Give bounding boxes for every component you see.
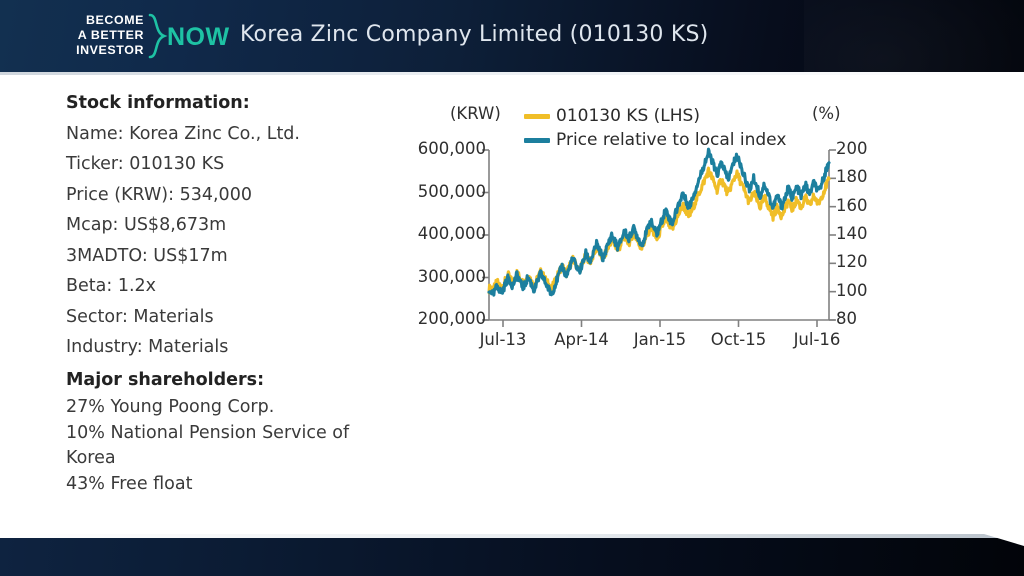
price-chart: (KRW) (%) 010130 KS (LHS) Price relative… (386, 96, 906, 364)
slide-footer: Sources: A. Stotz Investment Research, B… (0, 538, 1024, 576)
stock-info-ticker: Ticker: 010130 KS (66, 154, 225, 174)
shareholder-item: 43% Free float (66, 473, 193, 494)
header-divider (0, 72, 1024, 75)
shareholder-item: 27% Young Poong Corp. (66, 397, 275, 417)
legend-swatch-icon (524, 113, 550, 119)
left-axis-tick-label: 600,000 (417, 139, 486, 158)
shareholder-item: 10% National Pension Service of Korea (66, 422, 350, 469)
stock-info-heading: Stock information: (66, 93, 250, 113)
chart-plot-area: 200,000 300,000 400,000 500,000 600,000 80 10… (386, 139, 906, 364)
brand-logo: BECOME A BETTER INVESTOR NOW (26, 11, 229, 61)
left-axis-tick-label: 400,000 (417, 224, 486, 243)
stock-info-3madto: 3MADTO: US$17m (66, 245, 228, 266)
x-axis-tick-label: Jul-16 (793, 330, 841, 349)
left-axis-tick-label: 300,000 (417, 266, 486, 286)
right-axis-tick-label: 120 (836, 252, 868, 272)
stock-info-price: Price (KRW): 534,000 (66, 184, 252, 205)
chart-series-line (487, 147, 831, 297)
chart-svg (482, 147, 836, 327)
right-axis-tick-label: 100 (836, 280, 868, 300)
right-axis-tick-label: 140 (836, 224, 868, 243)
right-axis-tick-label: 180 (836, 167, 868, 187)
logo-tagline-line-1: BECOME (86, 13, 144, 27)
legend-item: Price relative to local index (524, 128, 786, 152)
logo-tagline: BECOME A BETTER INVESTOR (26, 13, 144, 59)
legend-label: 010130 KS (LHS) (556, 106, 700, 126)
logo-tagline-line-3: INVESTOR (76, 43, 144, 58)
x-axis-tick-label: Jul-13 (479, 330, 527, 349)
stock-information-panel: Stock information: Name: Korea Zinc Co.,… (66, 88, 396, 497)
stock-info-name: Name: Korea Zinc Co., Ltd. (66, 123, 300, 144)
chart-legend: 010130 KS (LHS) Price relative to local … (524, 104, 786, 152)
x-axis-tick-label: Jan-15 (633, 330, 687, 349)
left-axis-tick-label: 200,000 (417, 309, 486, 328)
logo-tagline-line-2: A BETTER (77, 28, 144, 43)
shareholders-heading: Major shareholders: (66, 369, 265, 390)
right-axis-tick-label: 160 (836, 195, 868, 215)
page-title: Korea Zinc Company Limited (010130 KS) (240, 22, 709, 47)
major-shareholders-panel: Major shareholders: 27% Young Poong Corp… (66, 365, 396, 498)
right-axis-tick-label: 80 (836, 309, 857, 328)
curly-brace-icon (148, 13, 168, 59)
x-axis-tick-label: Apr-14 (554, 330, 609, 349)
legend-label: Price relative to local index (556, 130, 787, 150)
slide-header: BECOME A BETTER INVESTOR NOW Korea Zinc … (0, 0, 1024, 72)
stock-info-mcap: Mcap: US$8,673m (66, 215, 227, 235)
x-axis-tick-label: Oct-15 (710, 330, 767, 349)
stock-info-industry: Industry: Materials (66, 337, 229, 357)
logo-now-text: NOW (167, 23, 230, 51)
legend-swatch-icon (524, 137, 550, 143)
stock-info-sector: Sector: Materials (66, 306, 214, 327)
right-axis-tick-label: 200 (836, 139, 868, 158)
stock-info-beta: Beta: 1.2x (66, 276, 157, 296)
right-axis-unit: (%) (812, 104, 841, 123)
legend-item: 010130 KS (LHS) (524, 104, 786, 128)
footer-divider (0, 534, 1024, 538)
left-axis-unit: (KRW) (450, 104, 501, 123)
left-axis-tick-label: 500,000 (417, 181, 486, 201)
